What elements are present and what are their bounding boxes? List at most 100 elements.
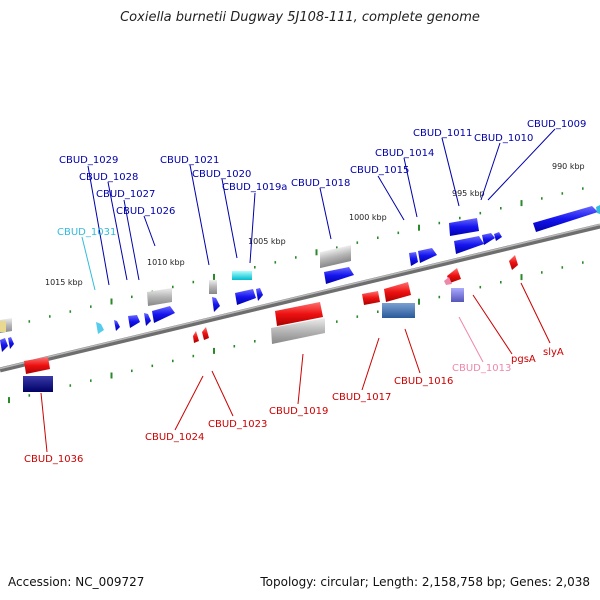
gene-cbud-1023-arrow[interactable]: [202, 327, 209, 340]
top-track-dot: [274, 261, 277, 264]
gene-cbud-1018-arrow[interactable]: [324, 267, 354, 284]
label-cbud-1029: CBUD_1029: [59, 155, 118, 166]
bottom-track-dot: [110, 372, 113, 379]
label-cbud-1015: CBUD_1015: [350, 165, 409, 176]
gene-cbud-1036-arrow[interactable]: [24, 357, 50, 374]
label-cbud-1023: CBUD_1023: [208, 419, 267, 430]
gene-cbud-1011-arrow[interactable]: [449, 218, 479, 236]
gene-cbud-1031-arrow[interactable]: [96, 322, 104, 334]
top-track-dot: [520, 200, 523, 207]
label-cbud-1031: CBUD_1031: [57, 227, 116, 238]
gene-cbud-1010-arrow[interactable]: [482, 233, 495, 245]
bottom-track-dot: [356, 315, 359, 318]
gene-cbud-1009-arrow[interactable]: [533, 206, 598, 232]
bottom-track-dot: [541, 271, 543, 274]
label-cbud-1036: CBUD_1036: [24, 454, 83, 465]
gene-cbud-1028-arrow[interactable]: [128, 315, 140, 328]
tick-label-1015: 1015 kbp: [45, 278, 83, 287]
top-track-dot: [213, 273, 215, 280]
gene-gray-1018a[interactable]: [320, 244, 351, 269]
bottom-track-dot: [8, 397, 10, 404]
label-cbud-1027: CBUD_1027: [96, 189, 155, 200]
bottom-track-dot: [28, 394, 31, 397]
top-track-dot: [315, 249, 318, 256]
gene-cbud-1024-arrow[interactable]: [193, 331, 199, 343]
label-cbud-1020: CBUD_1020: [192, 169, 251, 180]
gene-left-arrow-1[interactable]: [0, 338, 8, 352]
top-track-dot: [295, 256, 297, 259]
gene-1011b-arrow[interactable]: [454, 236, 484, 254]
top-track-dot: [459, 216, 461, 220]
top-track-dot: [172, 285, 174, 289]
genome-summary-text: Topology: circular; Length: 2,158,758 bp…: [260, 575, 590, 589]
gene-cbud-1016-arrow[interactable]: [384, 282, 411, 302]
gene-cbud-1027-arrow[interactable]: [144, 313, 151, 326]
bottom-track-dot: [192, 354, 195, 358]
label-cbud-1016: CBUD_1016: [394, 376, 453, 387]
gene-left-arrow-2[interactable]: [8, 337, 14, 349]
gene-gray-1026[interactable]: [147, 288, 172, 306]
tick-label-990: 990 kbp: [552, 162, 585, 171]
top-track-dot: [377, 236, 379, 239]
bottom-track-dot: [233, 345, 236, 348]
top-track-dot: [192, 280, 195, 284]
label-cbud-1021: CBUD_1021: [160, 155, 219, 166]
gene-cbud-1010b-arrow[interactable]: [494, 232, 502, 241]
gene-cbud-1026-arrow[interactable]: [152, 306, 175, 323]
bottom-track-dot: [336, 320, 338, 323]
bottom-track-dot: [131, 369, 133, 373]
gene-cbud-1015-arrow[interactable]: [409, 252, 418, 266]
bottom-track-dot: [582, 261, 584, 264]
top-track-dot: [69, 310, 72, 313]
top-track-dot: [561, 192, 564, 195]
tick-label-1005: 1005 kbp: [248, 237, 286, 246]
gene-lavender-1013[interactable]: [451, 288, 464, 302]
top-track-dot: [356, 241, 359, 244]
gene-cbud-1013-arrow[interactable]: [444, 277, 452, 285]
gene-gray-1021[interactable]: [209, 280, 217, 294]
bottom-track-dot: [377, 310, 379, 313]
accession-text: Accession: NC_009727: [8, 575, 145, 589]
top-track-dot: [582, 187, 584, 190]
label-pgsa: pgsA: [511, 354, 536, 365]
gene-cbud-1019-arrow[interactable]: [275, 302, 323, 326]
label-cbud-1024: CBUD_1024: [145, 432, 204, 443]
bottom-track-dot: [90, 379, 92, 382]
top-track-dot: [254, 266, 256, 269]
top-track-dot: [336, 246, 338, 249]
gene-cbud-1017-arrow[interactable]: [362, 291, 380, 305]
label-cbud-1011: CBUD_1011: [413, 128, 472, 139]
gene-cyan-edge[interactable]: [596, 205, 600, 214]
gene-cbud-1029-arrow[interactable]: [114, 320, 120, 331]
label-cbud-1009: CBUD_1009: [527, 119, 586, 130]
leader-lines: [40, 128, 556, 453]
gene-navy-1036[interactable]: [23, 376, 53, 392]
bottom-track-dot: [69, 384, 72, 387]
gene-cbud-1021-arrow[interactable]: [212, 297, 220, 312]
bottom-track-dot: [151, 364, 154, 368]
top-track-dot: [500, 207, 502, 210]
gene-cbud-1020b-arrow[interactable]: [256, 288, 263, 301]
label-cbud-1019: CBUD_1019: [269, 406, 328, 417]
top-track-dot: [131, 295, 133, 299]
top-track-dot: [397, 231, 400, 235]
gene-cbud-1014-arrow[interactable]: [418, 248, 437, 263]
gene-cbud-1020-arrow[interactable]: [235, 289, 256, 305]
label-cbud-1018: CBUD_1018: [291, 178, 350, 189]
top-track-dot: [90, 305, 92, 308]
label-cbud-1028: CBUD_1028: [79, 172, 138, 183]
gene-steel-1016[interactable]: [382, 303, 415, 318]
gene-pgsa-arrow[interactable]: [447, 268, 461, 283]
bottom-track-dot: [500, 281, 502, 284]
gene-gray-1019[interactable]: [271, 318, 325, 344]
bottom-track-dot: [418, 298, 420, 305]
label-cbud-1014: CBUD_1014: [375, 148, 434, 159]
gene-slya-arrow[interactable]: [509, 255, 518, 270]
top-track-dot: [541, 197, 543, 200]
top-track-dot: [110, 298, 113, 305]
gene-yellow-left[interactable]: [0, 321, 6, 332]
gene-cbud-1019a-box[interactable]: [232, 271, 252, 280]
tick-label-995: 995 kbp: [452, 189, 485, 198]
bottom-track-dot: [254, 340, 256, 343]
